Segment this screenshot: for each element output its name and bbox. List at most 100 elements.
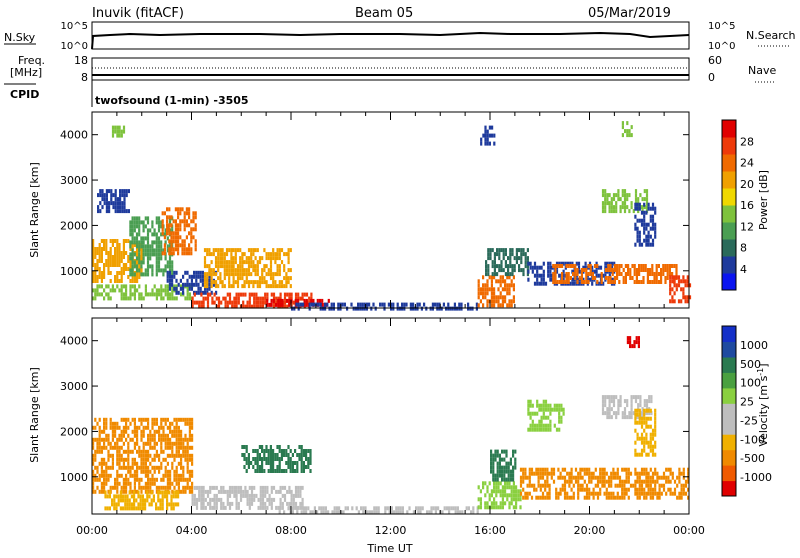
velocity-echo-cell xyxy=(151,457,154,462)
velocity-echo-cell xyxy=(572,475,575,480)
power-echo-cell xyxy=(172,235,175,240)
velocity-echo-cell xyxy=(124,506,127,511)
power-echo-cell xyxy=(133,288,136,293)
velocity-echo-cell xyxy=(166,461,169,466)
velocity-colorbar-segment xyxy=(722,434,736,451)
power-echo-cell xyxy=(498,264,501,269)
power-echo-cell xyxy=(671,287,674,292)
velocity-echo-cell xyxy=(253,497,256,502)
power-echo-cell xyxy=(495,299,498,304)
velocity-echo-cell xyxy=(191,457,194,462)
power-echo-cell xyxy=(157,216,161,221)
velocity-echo-cell xyxy=(619,403,622,408)
velocity-echo-cell xyxy=(175,477,178,482)
velocity-echo-cell xyxy=(281,505,284,510)
power-echo-cell xyxy=(488,287,491,292)
power-echo-cell xyxy=(206,252,209,257)
power-echo-cell xyxy=(610,197,613,202)
velocity-echo-cell xyxy=(149,489,152,494)
power-echo-cell xyxy=(173,274,176,279)
velocity-echo-cell xyxy=(496,465,499,470)
power-echo-cell xyxy=(634,214,637,219)
power-echo-cell xyxy=(513,256,516,261)
velocity-echo-cell xyxy=(136,469,139,474)
power-echo-cell xyxy=(188,282,191,287)
velocity-echo-cell xyxy=(541,495,545,500)
power-echo-cell xyxy=(489,248,492,253)
power-echo-cell xyxy=(644,264,647,268)
power-echo-cell xyxy=(649,280,652,284)
power-echo-cell xyxy=(499,303,502,308)
power-echo-cell xyxy=(129,244,132,249)
velocity-echo-cell xyxy=(250,461,253,465)
velocity-echo-cell xyxy=(144,502,147,507)
velocity-echo-cell xyxy=(640,483,644,488)
velocity-echo-cell xyxy=(245,449,248,453)
velocity-echo-cell xyxy=(465,506,468,511)
power-echo-cell xyxy=(158,292,161,297)
velocity-echo-cell xyxy=(116,437,119,442)
velocity-echo-cell xyxy=(140,489,143,494)
power-echo-cell xyxy=(245,256,248,261)
velocity-echo-cell xyxy=(538,427,541,432)
power-echo-cell xyxy=(646,268,649,272)
power-echo-cell xyxy=(643,222,646,227)
velocity-echo-cell xyxy=(616,491,619,496)
power-echo-cell xyxy=(103,239,106,243)
velocity-echo-cell xyxy=(327,510,330,515)
velocity-echo-cell xyxy=(608,407,611,412)
power-echo-cell xyxy=(606,193,609,198)
velocity-echo-cell xyxy=(125,477,128,482)
velocity-echo-cell xyxy=(634,408,637,413)
velocity-echo-cell xyxy=(538,423,541,428)
velocity-echo-cell xyxy=(667,479,670,484)
velocity-echo-cell xyxy=(669,471,672,476)
power-echo-cell xyxy=(168,251,171,256)
velocity-echo-cell xyxy=(111,453,114,458)
power-echo-cell xyxy=(515,248,518,253)
velocity-echo-cell xyxy=(288,489,291,494)
power-colorbar-frame xyxy=(721,119,737,291)
velocity-echo-cell xyxy=(512,453,515,458)
velocity-echo-cell xyxy=(368,510,371,515)
velocity-echo-cell xyxy=(226,497,229,502)
power-echo-cell xyxy=(146,264,150,269)
velocity-echo-cell xyxy=(649,424,652,429)
velocity-echo-cell xyxy=(279,485,282,490)
velocity-echo-cell xyxy=(634,448,637,453)
power-echo-cell xyxy=(558,261,561,266)
velocity-echo-cell xyxy=(133,469,136,474)
velocity-echo-cell xyxy=(122,498,125,503)
power-echo-cell xyxy=(267,252,270,257)
velocity-echo-cell xyxy=(256,465,259,469)
velocity-echo-cell xyxy=(650,399,653,404)
power-echo-cell xyxy=(626,205,629,210)
velocity-echo-cell xyxy=(488,481,491,486)
velocity-echo-cell xyxy=(215,505,218,510)
velocity-echo-cell xyxy=(137,506,140,511)
power-echo-cell xyxy=(191,304,194,309)
power-echo-cell xyxy=(182,282,185,287)
velocity-echo-cell xyxy=(166,485,169,490)
velocity-echo-cell xyxy=(131,429,134,434)
power-echo-cell xyxy=(233,300,236,305)
power-echo-cell xyxy=(170,243,173,248)
power-echo-cell xyxy=(263,280,266,285)
velocity-echo-cell xyxy=(625,471,628,476)
velocity-echo-cell xyxy=(494,457,497,462)
power-echo-cell xyxy=(587,272,590,276)
velocity-echo-cell xyxy=(182,469,185,474)
power-echo-cell xyxy=(210,268,213,273)
velocity-echo-cell xyxy=(168,502,171,507)
power-echo-cell xyxy=(518,264,521,269)
power-echo-cell xyxy=(133,296,136,301)
velocity-echo-cell xyxy=(147,477,150,482)
power-echo-cell xyxy=(133,264,136,269)
velocity-echo-cell xyxy=(297,493,300,498)
velocity-echo-cell xyxy=(160,465,163,470)
velocity-echo-cell xyxy=(177,441,180,446)
nave-label: Nave xyxy=(748,64,776,77)
velocity-echo-cell xyxy=(643,440,646,445)
velocity-echo-cell xyxy=(171,481,174,486)
power-echo-cell xyxy=(122,271,125,275)
